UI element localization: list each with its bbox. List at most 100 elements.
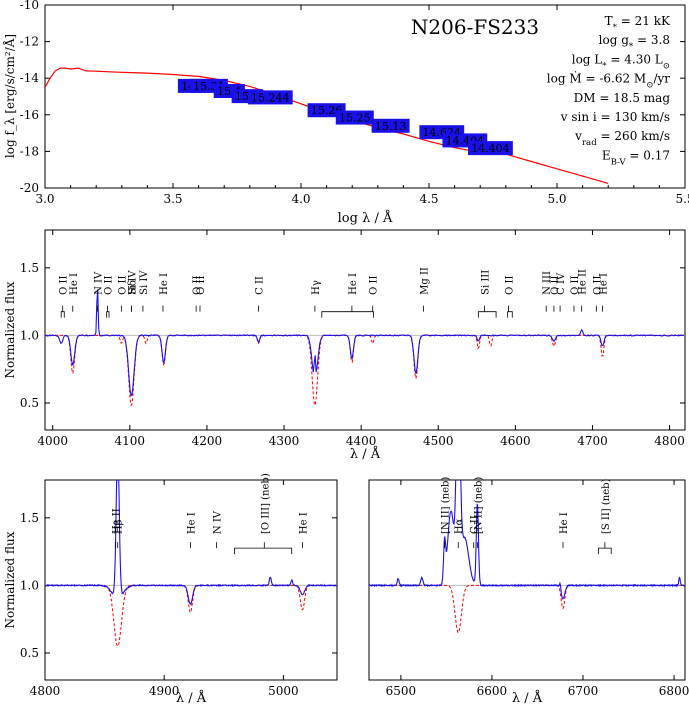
line-id-label: He II: [111, 508, 122, 534]
line-id-label: Hα: [454, 518, 465, 534]
plot-frame: [44, 229, 686, 431]
spectrum-plot-area: [369, 480, 685, 634]
observed-spectrum: [45, 289, 685, 397]
y-axis-label: Normalized flux: [3, 281, 17, 378]
x-tick-label: 4200: [192, 434, 223, 448]
line-id-label: He I: [348, 273, 359, 295]
plot-frame: [44, 4, 686, 189]
model-spectrum: [45, 334, 685, 407]
plot-frame: [44, 479, 338, 681]
line-id-label: O II: [369, 276, 380, 295]
photometry-label: 15.244: [251, 91, 290, 104]
line-id-label: Hγ: [311, 280, 322, 295]
text-span: = 3.8: [633, 33, 670, 47]
line-id-bracket: [477, 311, 497, 318]
line-id-bracket: [598, 547, 612, 555]
line-id-label: Hβ: [114, 519, 125, 534]
line-id-label: He I: [186, 512, 197, 534]
text-span: v: [574, 129, 582, 143]
x-tick-label: 6800: [659, 684, 689, 698]
y-tick-label: 0.5: [20, 646, 39, 660]
photometry-label: 15.25: [339, 112, 371, 125]
stellar-parameter: vrad = 260 km/s: [574, 129, 670, 148]
y-tick-label: -12: [20, 35, 39, 49]
photometry-box: [468, 141, 513, 156]
line-id-label: C IV: [556, 272, 567, 295]
x-tick-label: 5000: [268, 684, 299, 698]
text-span: = 21 kK: [617, 14, 671, 28]
text-span: = 4.30 L: [607, 52, 663, 66]
x-axis-label: λ / Å: [350, 446, 381, 462]
y-tick-label: 1.5: [20, 261, 39, 275]
x-tick-label: 4000: [37, 434, 68, 448]
y-tick-label: -20: [20, 181, 39, 195]
line-id-bracket: [106, 311, 110, 318]
x-tick-label: 5.0: [547, 192, 566, 206]
y-tick-label: 1.0: [20, 328, 39, 342]
text-span: v sin i = 130 km/s: [560, 110, 670, 124]
model-spectrum: [45, 584, 337, 647]
x-tick-label: 3.0: [35, 192, 54, 206]
line-id-label: Mg II: [420, 267, 431, 295]
text-span: ⊙: [646, 81, 653, 91]
line-id-label: He I: [598, 273, 609, 295]
plot-frame: [368, 479, 686, 681]
text-span: log Ṁ = -6.62 M: [547, 71, 646, 86]
y-axis-label: Normalized flux: [3, 531, 17, 628]
y-tick-label: -18: [20, 144, 39, 158]
sed-panel: 3.0 3.5 4.0 4.5 5.0 5.5 -20 -18 -16 -14 -12 -10 log …: [2, 0, 689, 226]
text-span: = 0.17: [626, 148, 670, 162]
text-span: E: [602, 148, 611, 162]
spectrum-plot-area: [45, 480, 337, 647]
line-id-label: He I: [559, 512, 570, 534]
text-span: /yr: [653, 72, 670, 86]
line-id-label: He I: [159, 273, 170, 295]
text-span: DM = 18.5 mag: [574, 91, 671, 105]
line-id-label: N IV: [93, 271, 104, 295]
line-id-label: O II: [117, 276, 128, 295]
sed-plot-area: 14.115.3115.415.515.24415.2615.2515.1314…: [45, 67, 609, 184]
line-id-label: C II: [470, 515, 481, 534]
y-tick-label: -10: [20, 0, 39, 12]
x-tick-label: 5.5: [675, 192, 689, 206]
x-tick-label: 6600: [477, 684, 508, 698]
x-tick-label: 4800: [654, 434, 685, 448]
x-axis-label: λ / Å: [512, 690, 543, 706]
y-tick-label: 1.5: [20, 511, 39, 525]
line-id-bracket: [507, 311, 513, 318]
line-id-bracket: [321, 311, 374, 318]
photometry-box: [371, 118, 410, 133]
photometry-box: [335, 110, 374, 125]
y-tick-label: -16: [20, 108, 39, 122]
observed-spectrum: [369, 480, 685, 600]
text-span: *: [602, 61, 607, 71]
x-tick-label: 6500: [386, 684, 417, 698]
stellar-parameter: EB-V = 0.17: [602, 148, 670, 167]
line-id-label: [N II] (neb): [473, 477, 484, 534]
line-id-label: O II: [59, 276, 70, 295]
line-id-label: Si III: [481, 270, 492, 295]
line-id-label: O II: [196, 276, 207, 295]
x-axis-label: λ / Å: [176, 690, 207, 706]
line-id-label: O II: [592, 276, 603, 295]
text-span: *: [613, 23, 618, 33]
hbeta-spectrum-panel: 4800 4900 5000 0.5 1.0 1.5 λ / Å Normalized flu…: [3, 473, 338, 706]
text-span: *: [629, 42, 634, 52]
stellar-parameter: log L* = 4.30 L⊙: [572, 52, 670, 71]
y-tick-label: 0.5: [20, 396, 39, 410]
model-sed-line: [45, 67, 609, 184]
line-id-label: He II: [578, 269, 589, 295]
x-tick-label: 4800: [30, 684, 61, 698]
line-id-label: He I: [298, 512, 309, 534]
x-tick-label: 3.5: [163, 192, 182, 206]
text-span: ⊙: [663, 61, 670, 71]
x-tick-label: 6700: [568, 684, 599, 698]
stellar-parameter: DM = 18.5 mag: [574, 91, 671, 105]
model-spectrum: [369, 584, 685, 634]
line-id-label: O II: [103, 276, 114, 295]
x-tick-label: 4400: [346, 434, 377, 448]
stellar-parameter: log g* = 3.8: [599, 33, 670, 52]
y-tick-label: 1.0: [20, 578, 39, 592]
